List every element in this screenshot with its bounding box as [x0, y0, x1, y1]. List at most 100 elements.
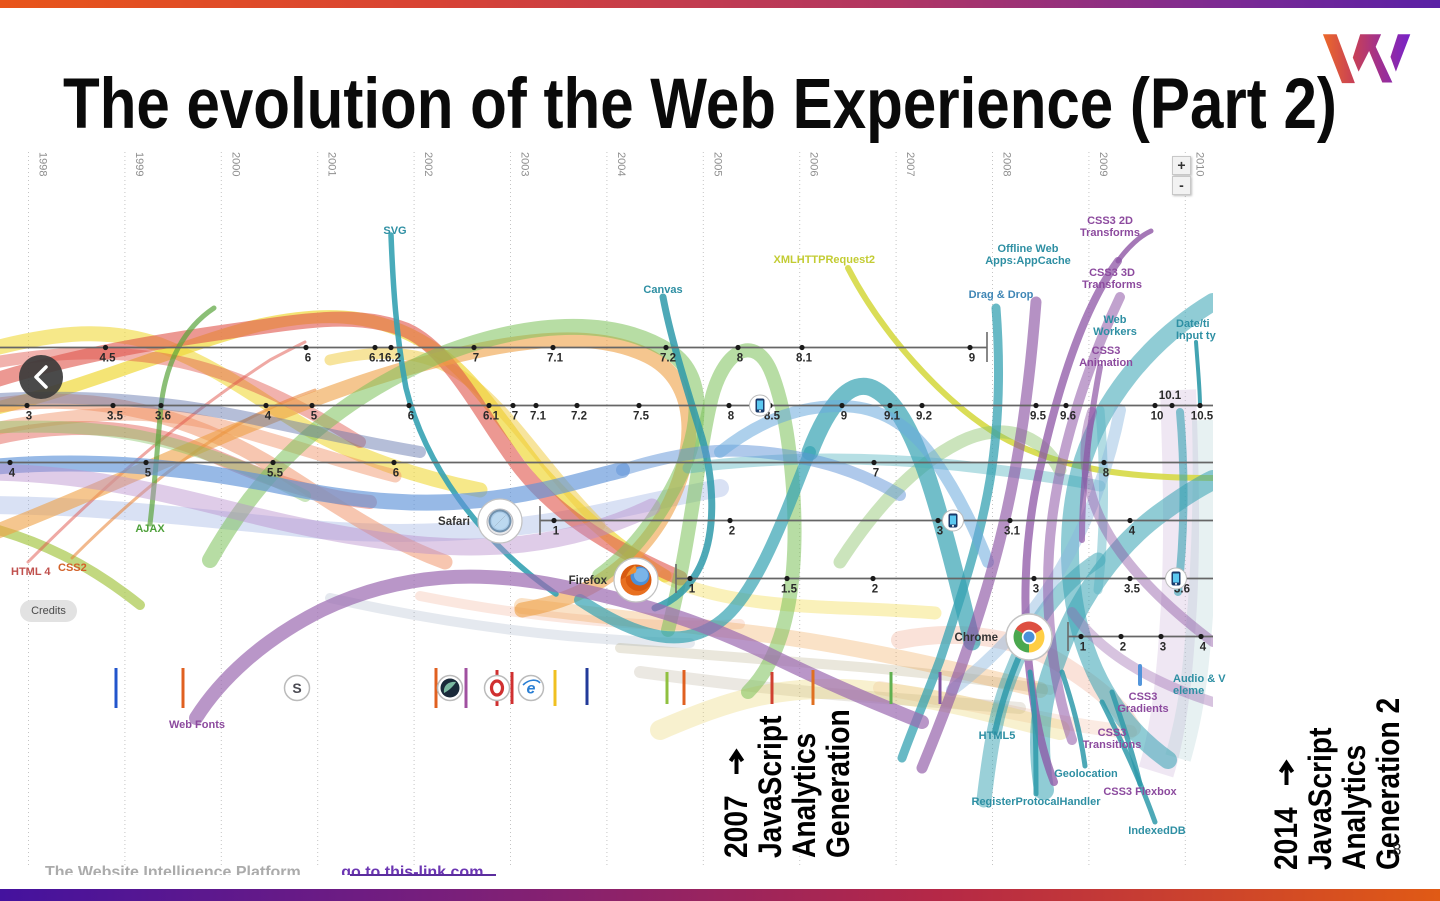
svg-text:10.1: 10.1	[1159, 390, 1182, 402]
svg-text:6: 6	[408, 411, 414, 423]
svg-text:2: 2	[872, 584, 878, 596]
svg-text:2: 2	[729, 526, 735, 538]
svg-text:Animation: Animation	[1079, 357, 1133, 369]
svg-text:Workers: Workers	[1093, 326, 1137, 338]
svg-text:6.1: 6.1	[483, 411, 500, 423]
svg-text:2009: 2009	[1097, 152, 1109, 176]
svg-text:e: e	[527, 681, 536, 698]
svg-text:3.5: 3.5	[1124, 584, 1141, 596]
svg-text:CSS2: CSS2	[58, 562, 87, 574]
svg-text:CSS3: CSS3	[1129, 691, 1158, 703]
svg-text:7.5: 7.5	[633, 411, 650, 423]
svg-text:IndexedDB: IndexedDB	[1128, 825, 1186, 837]
svg-text:Firefox: Firefox	[569, 575, 608, 587]
svg-text:S: S	[292, 680, 301, 696]
svg-text:7.1: 7.1	[530, 411, 547, 423]
svg-text:6.1: 6.1	[369, 353, 386, 365]
svg-text:Chrome: Chrome	[955, 632, 998, 644]
svg-text:7.2: 7.2	[571, 411, 587, 423]
svg-text:Canvas: Canvas	[643, 284, 682, 296]
svg-text:2002: 2002	[422, 152, 434, 176]
svg-text:CSS3 2D: CSS3 2D	[1087, 215, 1133, 227]
svg-text:1.5: 1.5	[781, 584, 798, 596]
svg-text:5: 5	[145, 468, 152, 480]
svg-text:3: 3	[1033, 584, 1039, 596]
svg-text:4: 4	[1200, 642, 1207, 654]
svg-text:2000: 2000	[229, 152, 241, 176]
svg-text:8.5: 8.5	[764, 411, 781, 423]
svg-text:3: 3	[26, 411, 32, 423]
svg-text:6.2: 6.2	[385, 353, 401, 365]
svg-text:SVG: SVG	[383, 225, 406, 237]
svg-text:7.1: 7.1	[547, 353, 564, 365]
svg-text:1: 1	[1080, 642, 1087, 654]
svg-text:8.1: 8.1	[796, 353, 813, 365]
svg-text:XMLHTTPRequest2: XMLHTTPRequest2	[774, 254, 875, 266]
svg-text:2003: 2003	[519, 152, 531, 176]
svg-text:4: 4	[1129, 526, 1136, 538]
svg-text:RegisterProtocalHandler: RegisterProtocalHandler	[972, 796, 1102, 808]
svg-text:1: 1	[553, 526, 560, 538]
svg-text:CSS3: CSS3	[1092, 345, 1121, 357]
svg-text:9: 9	[969, 353, 975, 365]
svg-text:2: 2	[1120, 642, 1126, 654]
svg-text:CSS3: CSS3	[1098, 727, 1127, 739]
svg-text:4: 4	[265, 411, 272, 423]
svg-text:eleme: eleme	[1173, 685, 1204, 697]
svg-text:Date/ti: Date/ti	[1176, 318, 1210, 330]
svg-text:CSS3 3D: CSS3 3D	[1089, 267, 1135, 279]
svg-text:8: 8	[737, 353, 744, 365]
svg-text:7: 7	[473, 353, 479, 365]
svg-text:HTML5: HTML5	[979, 730, 1016, 742]
svg-text:7: 7	[512, 411, 518, 423]
svg-text:AJAX: AJAX	[135, 523, 165, 535]
svg-text:2005: 2005	[711, 152, 723, 176]
svg-text:Input ty: Input ty	[1176, 330, 1217, 342]
svg-text:4: 4	[9, 468, 16, 480]
svg-text:6: 6	[393, 468, 399, 480]
svg-text:Web: Web	[1103, 314, 1126, 326]
svg-text:2004: 2004	[615, 152, 627, 176]
svg-text:Audio & V: Audio & V	[1173, 673, 1226, 685]
svg-text:Web Fonts: Web Fonts	[169, 719, 225, 731]
svg-text:Transforms: Transforms	[1080, 227, 1140, 239]
svg-text:2010: 2010	[1193, 152, 1205, 176]
svg-text:6: 6	[305, 353, 311, 365]
svg-text:3: 3	[1160, 642, 1166, 654]
svg-text:Transforms: Transforms	[1082, 279, 1142, 291]
svg-text:10.5: 10.5	[1191, 411, 1214, 423]
svg-text:2001: 2001	[326, 152, 338, 176]
svg-text:2006: 2006	[808, 152, 820, 176]
svg-text:4.5: 4.5	[100, 353, 117, 365]
svg-text:Apps:AppCache: Apps:AppCache	[985, 255, 1071, 267]
svg-text:2007: 2007	[904, 152, 916, 176]
svg-text:3.1: 3.1	[1004, 526, 1021, 538]
svg-text:9.1: 9.1	[884, 411, 901, 423]
svg-text:1: 1	[689, 584, 696, 596]
svg-text:9.2: 9.2	[916, 411, 932, 423]
svg-text:1998: 1998	[37, 152, 49, 176]
svg-text:Transitions: Transitions	[1083, 739, 1142, 751]
svg-text:HTML 4: HTML 4	[11, 566, 51, 578]
svg-text:5: 5	[311, 411, 318, 423]
svg-text:9: 9	[841, 411, 847, 423]
svg-text:7: 7	[873, 468, 879, 480]
svg-text:9.6: 9.6	[1060, 411, 1076, 423]
svg-text:Geolocation: Geolocation	[1054, 768, 1118, 780]
svg-text:Safari: Safari	[438, 516, 470, 528]
svg-text:3.6: 3.6	[155, 411, 171, 423]
svg-text:CSS3 Flexbox: CSS3 Flexbox	[1103, 786, 1177, 798]
svg-text:3: 3	[937, 526, 943, 538]
svg-text:10: 10	[1151, 411, 1164, 423]
svg-text:Drag & Drop: Drag & Drop	[969, 289, 1034, 301]
svg-text:8: 8	[728, 411, 735, 423]
svg-text:8: 8	[1103, 468, 1110, 480]
svg-text:9.5: 9.5	[1030, 411, 1047, 423]
svg-text:3.5: 3.5	[107, 411, 124, 423]
svg-text:1999: 1999	[133, 152, 145, 176]
svg-text:5.5: 5.5	[267, 468, 284, 480]
svg-text:2008: 2008	[1001, 152, 1013, 176]
svg-text:7.2: 7.2	[660, 353, 676, 365]
svg-text:Gradients: Gradients	[1117, 703, 1168, 715]
svg-text:Offline Web: Offline Web	[998, 243, 1059, 255]
